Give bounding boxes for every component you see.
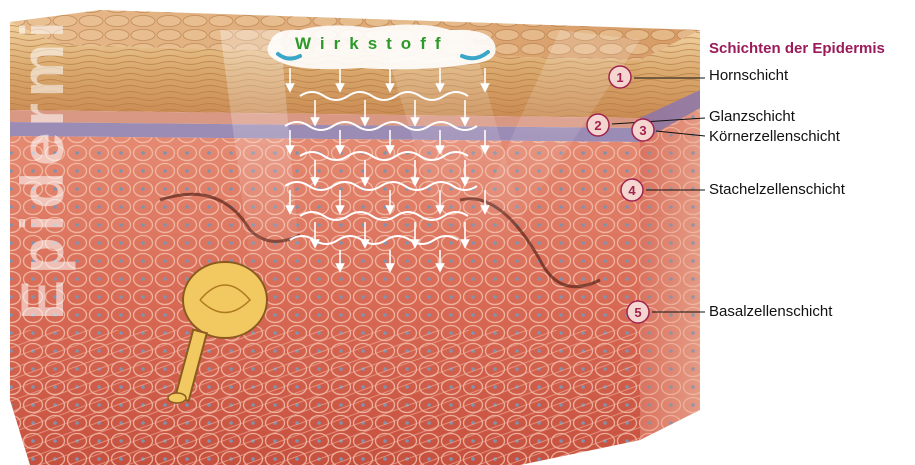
agent-cloud	[267, 24, 496, 70]
layer-badge-2: 2	[586, 113, 610, 137]
layer-label-1: Hornschicht	[709, 67, 789, 84]
badge-number: 4	[628, 183, 636, 198]
layer-badge-4: 4	[620, 178, 644, 202]
agent-label: Wirkstoff	[295, 34, 450, 53]
badge-number: 2	[594, 118, 601, 133]
layer-badge-1: 1	[608, 65, 632, 89]
badge-number: 3	[639, 123, 646, 138]
badge-number: 5	[634, 305, 641, 320]
diffusion-waves	[284, 91, 478, 245]
layer-label-4: Stachelzellenschicht	[709, 181, 845, 198]
layer-label-2: Glanzschicht	[709, 108, 795, 125]
penetration-arrows	[285, 68, 490, 273]
layer-badge-5: 5	[626, 300, 650, 324]
layer-label-3: Körnerzellenschicht	[709, 128, 840, 145]
legend-title: Schichten der Epidermis	[709, 40, 885, 57]
leader-line-3	[655, 130, 706, 137]
epidermis-side-label: Epidermis	[9, 0, 76, 320]
light-beam	[220, 30, 300, 260]
badge-number: 1	[616, 70, 623, 85]
dermis-fibers	[10, 330, 640, 465]
layer-badge-3: 3	[631, 118, 655, 142]
leader-line-2	[611, 117, 706, 125]
layer-label-5: Basalzellenschicht	[709, 303, 833, 320]
hair-follicle	[167, 261, 268, 404]
